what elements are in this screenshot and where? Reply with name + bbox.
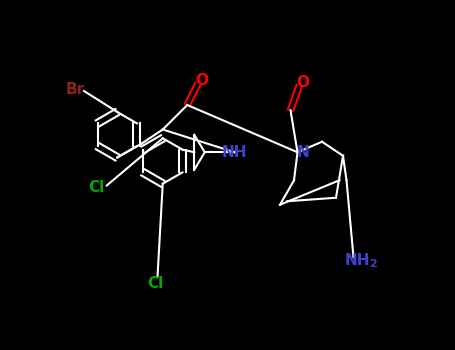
Text: Br: Br (66, 82, 85, 97)
Text: NH: NH (344, 253, 370, 268)
Text: Cl: Cl (147, 276, 164, 291)
Text: N: N (296, 145, 309, 160)
Text: O: O (296, 75, 309, 90)
Text: O: O (195, 73, 208, 88)
Text: 2: 2 (369, 259, 377, 269)
Text: Cl: Cl (88, 180, 104, 195)
Text: NH: NH (222, 145, 247, 160)
